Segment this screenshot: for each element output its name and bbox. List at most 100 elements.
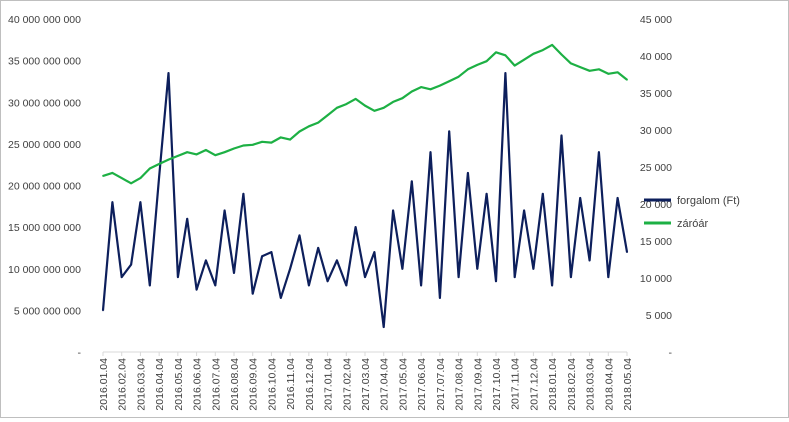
right-y-tick-label: -	[669, 347, 673, 359]
left-y-tick-label: -	[78, 347, 82, 359]
data-point-series-1	[336, 106, 338, 109]
data-point-series-0	[251, 292, 254, 295]
data-point-series-0	[448, 130, 451, 133]
data-point-series-1	[364, 104, 366, 107]
data-point-series-0	[626, 251, 628, 254]
x-tick-label: 2017.11.04	[510, 358, 522, 410]
data-point-series-1	[158, 163, 161, 165]
data-point-series-1	[588, 69, 591, 72]
data-point-series-0	[541, 192, 544, 195]
legend-label-forgalom: forgalom (Ft)	[677, 195, 740, 207]
data-point-series-1	[392, 101, 394, 103]
data-point-series-1	[326, 114, 329, 117]
data-point-series-0	[570, 276, 572, 278]
data-point-series-0	[392, 209, 394, 212]
data-point-series-0	[308, 284, 310, 287]
data-point-series-0	[420, 284, 422, 287]
left-y-tick-label: 30 000 000 000	[8, 97, 81, 109]
x-tick-label: 2017.08.04	[454, 358, 466, 411]
x-tick-label: 2018.02.04	[566, 358, 578, 411]
data-point-series-1	[551, 44, 553, 46]
data-point-series-1	[504, 54, 507, 57]
data-point-series-0	[214, 284, 217, 287]
data-point-series-1	[429, 88, 432, 91]
data-point-series-1	[195, 153, 198, 156]
data-point-series-0	[551, 284, 553, 287]
x-tick-label: 2017.02.04	[341, 358, 353, 411]
data-point-series-1	[205, 149, 207, 151]
data-point-series-1	[560, 53, 563, 56]
data-point-series-1	[626, 78, 628, 81]
data-point-series-0	[513, 276, 516, 278]
data-point-series-1	[523, 58, 525, 61]
data-point-series-1	[139, 177, 142, 180]
data-point-series-0	[336, 259, 338, 262]
data-point-series-1	[345, 103, 348, 105]
x-tick-label: 2016.06.04	[192, 358, 204, 411]
data-point-series-0	[195, 288, 198, 291]
data-point-series-0	[270, 251, 273, 254]
x-tick-label: 2016.07.04	[210, 358, 222, 411]
right-y-tick-label: 10 000	[640, 273, 672, 285]
data-point-series-0	[111, 201, 114, 204]
data-point-series-1	[233, 147, 235, 150]
data-point-series-0	[139, 201, 142, 204]
data-point-series-0	[354, 226, 357, 229]
data-point-series-0	[495, 280, 497, 283]
x-tick-label: 2018.01.04	[547, 358, 559, 411]
right-y-tick-label: 40 000	[640, 51, 672, 63]
x-tick-label: 2016.04.04	[154, 358, 166, 411]
x-tick-label: 2018.03.04	[585, 358, 597, 411]
x-tick-label: 2017.03.04	[360, 358, 372, 411]
x-tick-label: 2017.06.04	[416, 358, 428, 411]
data-point-series-1	[279, 136, 282, 139]
data-point-series-0	[598, 151, 600, 154]
data-point-series-1	[354, 98, 357, 100]
data-point-series-0	[317, 247, 320, 249]
data-point-series-0	[242, 192, 245, 195]
data-point-series-1	[214, 154, 217, 157]
data-point-series-0	[588, 259, 591, 262]
data-point-series-0	[457, 276, 460, 278]
data-point-series-0	[560, 134, 563, 137]
data-point-series-1	[420, 86, 422, 88]
legend-label-zaroar: záróár	[677, 218, 709, 230]
data-point-series-0	[205, 259, 207, 262]
right-y-tick-label: 5 000	[646, 310, 672, 322]
data-point-series-1	[448, 80, 451, 83]
x-tick-label: 2016.12.04	[304, 358, 316, 411]
x-tick-label: 2016.03.04	[135, 358, 147, 411]
data-point-series-1	[298, 130, 301, 133]
data-point-series-1	[382, 106, 385, 109]
data-point-series-1	[270, 141, 273, 144]
data-point-series-0	[279, 297, 282, 299]
right-axis-ticks: - 5 000 10 000 15 000 20 000 25 000 30 000 35 0…	[640, 14, 673, 359]
data-point-series-1	[495, 51, 497, 54]
data-point-series-1	[289, 138, 291, 141]
right-y-tick-label: 15 000	[640, 236, 672, 248]
data-point-series-0	[523, 209, 525, 212]
series-line-0	[101, 71, 629, 329]
data-point-series-0	[382, 326, 385, 328]
x-tick-label: 2018.04.04	[603, 358, 615, 411]
data-point-series-0	[167, 72, 170, 74]
data-point-series-0	[186, 217, 189, 220]
data-point-series-0	[579, 197, 582, 199]
x-tick-label: 2017.07.04	[435, 358, 447, 411]
left-y-tick-label: 40 000 000 000	[8, 14, 81, 26]
data-point-series-1	[148, 167, 151, 170]
x-tick-label: 2016.02.04	[117, 358, 129, 411]
data-point-series-1	[579, 66, 582, 68]
data-point-series-1	[186, 151, 189, 154]
right-y-tick-label: 25 000	[640, 162, 672, 174]
data-point-series-1	[308, 125, 310, 128]
right-y-tick-label: 20 000	[640, 199, 672, 211]
left-axis-ticks: - 5 000 000 000 10 000 000 000 15 000 000 0…	[8, 14, 82, 359]
x-tick-label: 2017.09.04	[472, 358, 484, 411]
data-point-series-1	[541, 49, 544, 51]
data-point-series-0	[401, 267, 404, 270]
data-point-series-0	[467, 172, 469, 174]
data-point-series-1	[177, 155, 179, 157]
